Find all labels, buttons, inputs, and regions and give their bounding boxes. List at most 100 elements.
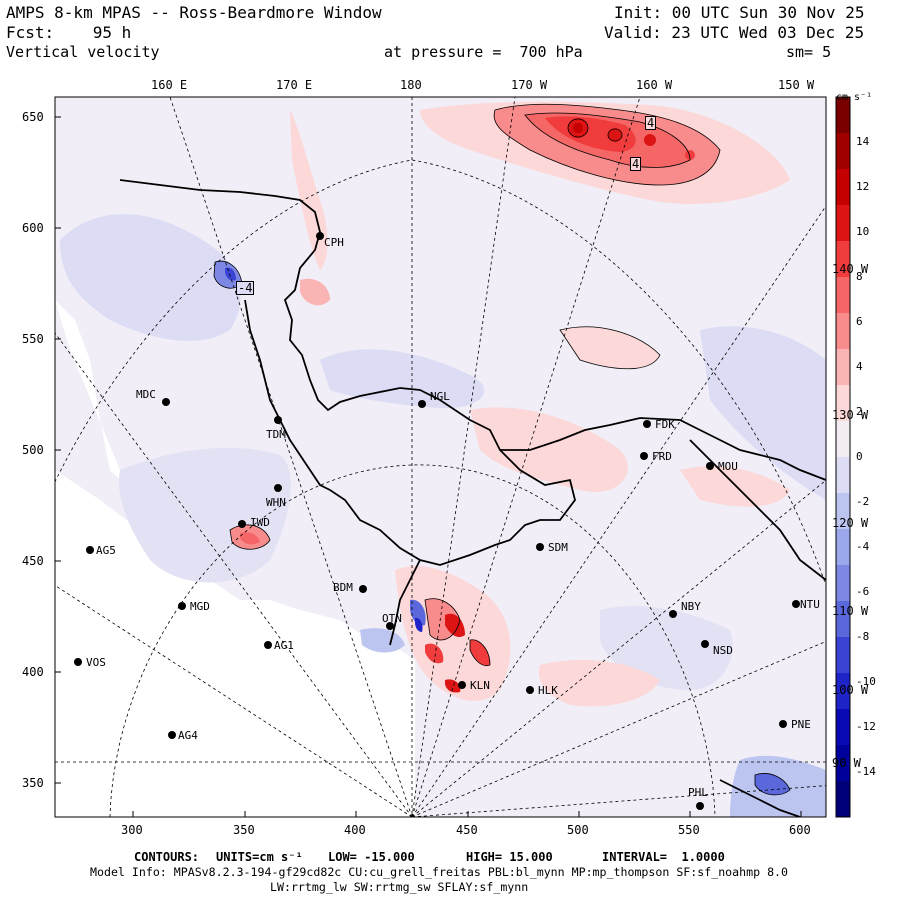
contour-label: 4 (645, 116, 657, 130)
lon-label: 180 (400, 78, 422, 92)
colorbar-frame (835, 96, 851, 818)
colorbar-swatch (836, 205, 850, 242)
x-tick-label: 550 (678, 823, 700, 837)
lon-label: 110 W (832, 604, 869, 618)
contour-label: -4 (236, 281, 255, 295)
station-label-phl: PHL (688, 786, 708, 799)
station-label-vos: VOS (86, 656, 106, 669)
station-label-hlk: HLK (538, 684, 558, 697)
station-dot-tdm (274, 416, 282, 424)
station-label-kln: KLN (470, 679, 490, 692)
station-label-mdc: MDC (136, 388, 156, 401)
colorbar-label: -4 (856, 540, 870, 553)
colorbar-units: cm s⁻¹ (836, 92, 873, 103)
station-dot-whn (274, 484, 282, 492)
y-tick-label: 600 (22, 221, 44, 235)
plot-title: AMPS 8-km MPAS -- Ross-Beardmore Window (6, 3, 382, 22)
station-dot-vos (74, 658, 82, 666)
x-tick-label: 600 (789, 823, 811, 837)
station-label-ag5: AG5 (96, 544, 116, 557)
y-tick-label: 650 (22, 110, 44, 124)
y-tick-label: 350 (22, 776, 44, 790)
station-label-ntu: NTU (800, 598, 820, 611)
colorbar-swatch (836, 385, 850, 422)
contours-low: LOW= -15.000 (328, 850, 415, 864)
station-dot-iwd (238, 520, 246, 528)
station-label-ngl: NGL (430, 390, 450, 403)
valid-time: Valid: 23 UTC Wed 03 Dec 25 (604, 23, 865, 42)
contours-title: CONTOURS: (134, 850, 200, 864)
station-label-whn: WHN (266, 496, 286, 509)
field-name: Vertical velocity (6, 43, 160, 61)
station-dot-ngl (418, 400, 426, 408)
lon-label: 130 W (832, 408, 869, 422)
colorbar-label: 12 (856, 180, 870, 193)
colorbar-swatch (836, 421, 850, 458)
y-tick-label: 400 (22, 665, 44, 679)
pressure-level: at pressure = 700 hPa (384, 43, 583, 61)
smoothing: sm= 5 (786, 43, 832, 61)
station-dot-bdm (359, 585, 367, 593)
plot-frame (54, 96, 827, 818)
station-dot-fdk (643, 420, 651, 428)
coastline (119, 179, 826, 817)
station-dot-ntu (792, 600, 800, 608)
colorbar-label: 8 (856, 270, 863, 283)
colorbar-swatch (836, 349, 850, 386)
station-dot-nby (669, 610, 677, 618)
station-label-mou: MOU (718, 460, 738, 473)
station-dot-ag4 (168, 731, 176, 739)
colorbar-swatch (836, 133, 850, 170)
station-dot-otn (386, 622, 394, 630)
station-dot-kln (458, 681, 466, 689)
station-label-tdm: TDM (266, 428, 286, 441)
colorbar-label: 6 (856, 315, 863, 328)
station-label-ag1: AG1 (274, 639, 294, 652)
lon-label: 100 W (832, 683, 869, 697)
lon-label: 120 W (832, 516, 869, 530)
station-label-bdm: BDM (333, 581, 353, 594)
station-dot-cph (316, 232, 324, 240)
shaded-field (55, 97, 826, 817)
colorbar-label: -12 (856, 720, 876, 733)
colorbar-swatch (836, 781, 850, 818)
lon-label: 160 E (151, 78, 188, 92)
station-dot-mdc (162, 398, 170, 406)
colorbar-swatch (836, 457, 850, 494)
station-dot-nsd (701, 640, 709, 648)
x-tick-label: 350 (233, 823, 255, 837)
contours-high: HIGH= 15.000 (466, 850, 553, 864)
y-tick-label: 550 (22, 332, 44, 346)
colorbar-label: -8 (856, 630, 870, 643)
forecast-hour: Fcst: 95 h (6, 23, 132, 42)
station-label-sdm: SDM (548, 541, 568, 554)
station-label-otn: OTN (382, 612, 402, 625)
station-label-nsd: NSD (713, 644, 733, 657)
lon-label: 150 W (778, 78, 815, 92)
colorbar-label: 14 (856, 135, 870, 148)
colorbar-swatch (836, 313, 850, 350)
station-label-cph: CPH (324, 236, 344, 249)
station-label-fdk: FDK (655, 418, 675, 431)
colorbar-swatch (836, 601, 850, 638)
station-dot-mou (706, 462, 714, 470)
lon-label: 140 W (832, 262, 869, 276)
colorbar-swatch (836, 673, 850, 710)
lon-label: 170 E (276, 78, 313, 92)
model-info: Model Info: MPASv8.2.3-194-gf29cd82c CU:… (90, 865, 789, 879)
x-tick-label: 450 (456, 823, 478, 837)
station-dot-hlk (526, 686, 534, 694)
station-dot-ag5 (86, 546, 94, 554)
station-dot-ag1 (264, 641, 272, 649)
colorbar-label: 10 (856, 225, 870, 238)
colorbar-label: -10 (856, 675, 876, 688)
colorbar-label: 4 (856, 360, 863, 373)
colorbar-swatch (836, 493, 850, 530)
station-label-nby: NBY (681, 600, 701, 613)
colorbar-label: -14 (856, 765, 876, 778)
station-label-iwd: IWD (250, 516, 270, 529)
station-dot-frd (640, 452, 648, 460)
x-tick-label: 400 (344, 823, 366, 837)
colorbar (835, 96, 851, 818)
